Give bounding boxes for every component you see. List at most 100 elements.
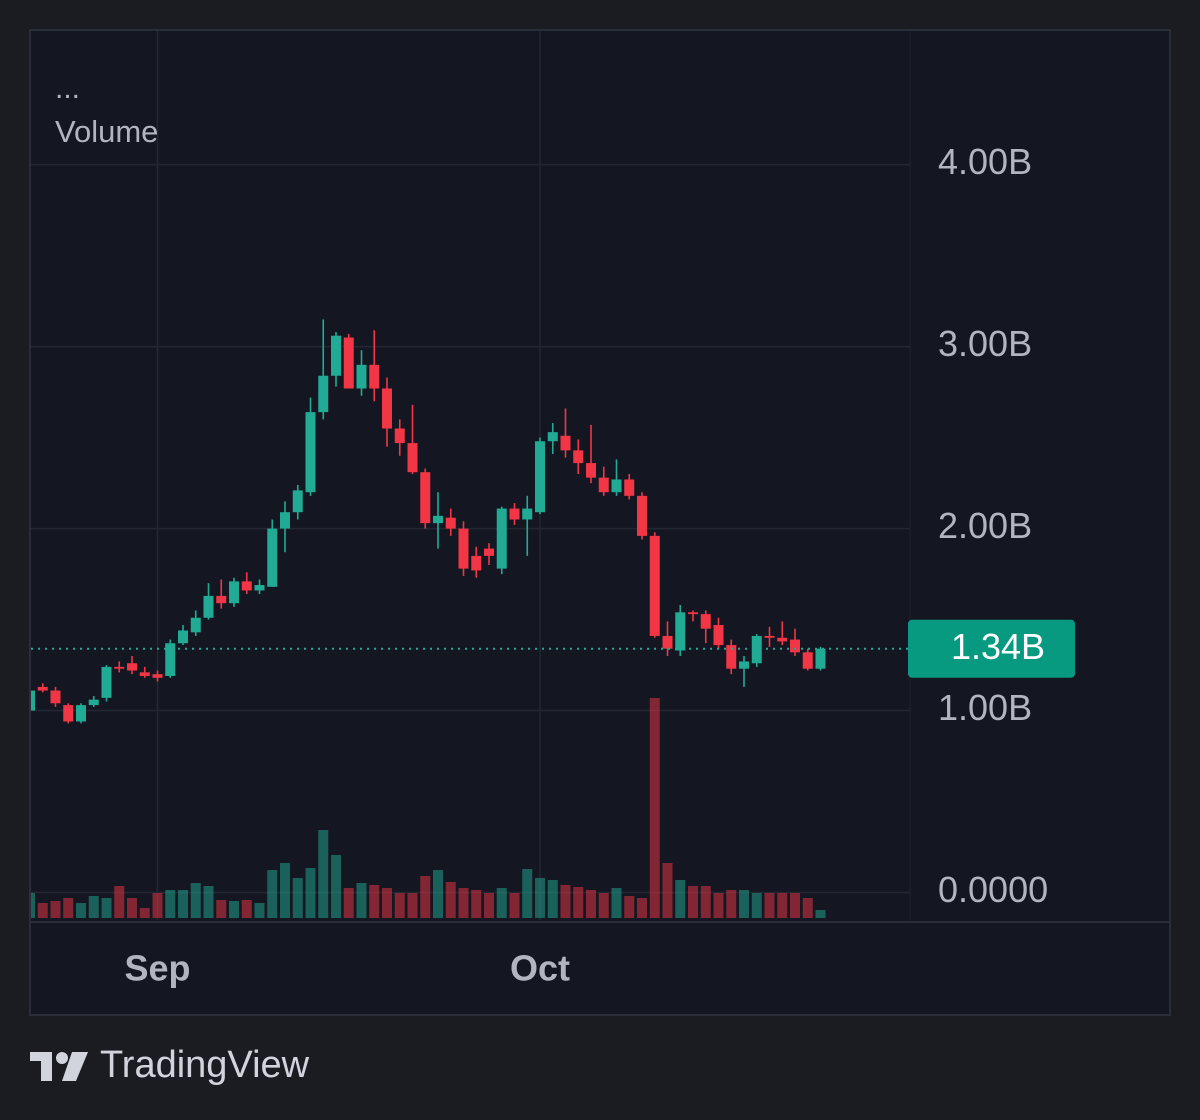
- x-tick-label: Oct: [510, 948, 570, 989]
- volume-bar: [611, 888, 622, 918]
- volume-bar: [101, 898, 112, 918]
- candle-body: [31, 690, 35, 711]
- candle-body: [88, 699, 99, 706]
- y-tick-label: 1.00B: [938, 687, 1032, 728]
- candle-body: [713, 625, 724, 646]
- volume-bar: [675, 880, 686, 918]
- volume-bar: [190, 883, 201, 918]
- volume-bar: [560, 885, 571, 918]
- volume-bar: [802, 898, 813, 918]
- candle-body: [127, 663, 137, 671]
- volume-bar: [369, 885, 380, 918]
- candle-body: [369, 364, 380, 389]
- volume-bar: [471, 890, 482, 918]
- indicator-menu[interactable]: ...: [55, 72, 80, 105]
- volume-bar: [445, 882, 456, 918]
- candle-body: [356, 364, 367, 389]
- volume-bar: [407, 893, 418, 918]
- volume-bar: [139, 908, 150, 918]
- candle-body: [407, 443, 418, 473]
- candle-body: [675, 612, 686, 651]
- candle-body: [305, 412, 316, 493]
- candle-body: [318, 375, 329, 413]
- volume-bar: [637, 898, 647, 918]
- candle-body: [292, 490, 303, 513]
- candle-body: [802, 652, 813, 669]
- candle-body: [522, 508, 533, 520]
- candle-body: [700, 614, 711, 629]
- candle-body: [560, 435, 571, 451]
- last-price-tag: [908, 619, 1075, 678]
- candle-body: [751, 635, 762, 664]
- volume-bar: [662, 863, 673, 918]
- volume-bar: [203, 886, 214, 918]
- candle-body: [739, 661, 749, 669]
- y-tick-label: 3.00B: [938, 323, 1032, 364]
- candle-body: [496, 508, 507, 569]
- volume-bar: [573, 887, 584, 918]
- candle-body: [190, 617, 201, 633]
- candle-body: [535, 441, 545, 513]
- volume-bar: [382, 888, 392, 918]
- candle-body: [649, 535, 660, 636]
- candle-body: [471, 555, 482, 571]
- volume-bar: [420, 876, 431, 918]
- volume-bar: [305, 868, 316, 918]
- volume-bar: [356, 883, 367, 918]
- volume-bar: [522, 869, 533, 918]
- volume-bar: [63, 898, 74, 918]
- candle-body: [547, 432, 558, 442]
- candle-body: [241, 581, 252, 591]
- volume-bar: [700, 886, 711, 918]
- candle-body: [458, 528, 469, 569]
- candle-body: [229, 581, 239, 604]
- volume-bar: [165, 890, 176, 918]
- candle-body: [152, 674, 163, 678]
- candle-body: [764, 635, 775, 638]
- candle-body: [637, 495, 647, 536]
- volume-bar: [433, 870, 443, 918]
- y-tick-label: 0.0000: [938, 869, 1048, 910]
- candle-body: [484, 548, 494, 556]
- volume-bar: [152, 893, 163, 918]
- candle-body: [777, 637, 788, 642]
- volume-bar: [292, 878, 303, 918]
- volume-bar: [688, 886, 698, 918]
- axes: 0.0000 1.00B 2.00B 3.00B 4.00B Sep Oct 1.34B: [31, 141, 1075, 989]
- volume-bar: [114, 886, 125, 918]
- candle-body: [433, 515, 443, 524]
- volume-bar: [624, 896, 635, 918]
- candle-body: [76, 705, 86, 722]
- brand-name: TradingView: [100, 1044, 310, 1086]
- candle-body: [280, 512, 290, 529]
- candle-body: [114, 666, 125, 669]
- candle-body: [203, 595, 214, 618]
- volume-bar: [127, 898, 137, 918]
- volume-bar: [31, 893, 35, 918]
- volume-bar: [254, 903, 265, 918]
- volume-bar: [229, 901, 239, 918]
- volume-bar: [37, 903, 48, 918]
- candle-body: [101, 666, 112, 698]
- candles: [31, 319, 826, 724]
- volume-bar: [739, 890, 749, 918]
- candle-body: [331, 335, 341, 376]
- volume-bar: [318, 830, 329, 918]
- volume-bar: [331, 855, 341, 918]
- candle-body: [662, 635, 673, 649]
- volume-bar: [88, 896, 99, 918]
- volume-bar: [649, 698, 660, 918]
- candle-body: [254, 585, 265, 591]
- volume-bar: [726, 890, 737, 918]
- candle-body: [509, 508, 520, 520]
- volume-bar: [815, 910, 826, 918]
- candle-body: [726, 645, 737, 669]
- volume-bar: [76, 903, 86, 918]
- volume-bar: [535, 878, 545, 918]
- volume-bar: [764, 893, 775, 918]
- volume-bar: [343, 888, 354, 918]
- candle-body: [624, 479, 635, 496]
- candle-body: [815, 648, 826, 669]
- candle-body: [382, 388, 392, 429]
